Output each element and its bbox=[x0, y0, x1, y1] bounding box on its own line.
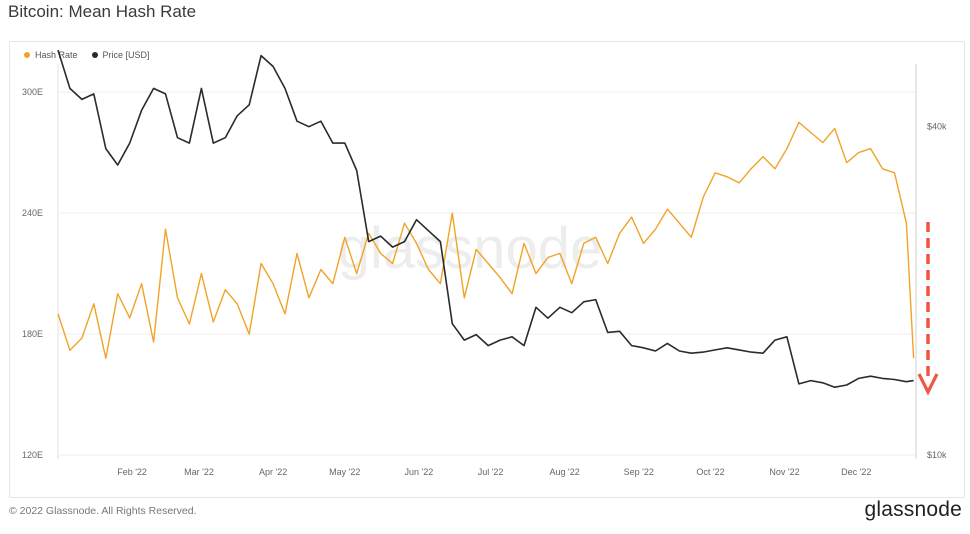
series-lines bbox=[57, 49, 915, 389]
x-tick-label: Feb '22 bbox=[117, 467, 147, 477]
series-line-price bbox=[57, 49, 914, 389]
legend-marker-hash-rate bbox=[24, 52, 30, 58]
series-line-hash-rate bbox=[57, 121, 915, 359]
legend-label-hash-rate: Hash Rate bbox=[35, 50, 78, 60]
chart-title: Bitcoin: Mean Hash Rate bbox=[8, 2, 197, 21]
y-left-tick-label: 240E bbox=[22, 208, 43, 218]
chart-frame bbox=[9, 41, 965, 498]
x-tick-label: Jul '22 bbox=[478, 467, 504, 477]
grid-lines bbox=[58, 91, 916, 456]
x-tick-label: Apr '22 bbox=[259, 467, 287, 477]
x-tick-label: Oct '22 bbox=[696, 467, 724, 477]
x-tick-label: Mar '22 bbox=[184, 467, 214, 477]
watermark-text: glassnode bbox=[338, 216, 602, 281]
legend-marker-price bbox=[91, 52, 98, 58]
x-tick-label: Jun '22 bbox=[405, 467, 434, 477]
x-tick-label: Dec '22 bbox=[841, 467, 871, 477]
y-right-tick-label: $40k bbox=[927, 122, 947, 132]
legend-label-price: Price [USD] bbox=[102, 50, 150, 60]
arrow-head-icon bbox=[917, 373, 939, 396]
x-tick-label: May '22 bbox=[329, 467, 360, 477]
axes: 120E 180E 240E 300E $10k $40k Feb '22 Mar '22 Ap… bbox=[22, 64, 947, 477]
y-left-tick-label: 120E bbox=[22, 450, 43, 460]
brand-logo[interactable]: glassnode bbox=[864, 498, 962, 521]
copyright-footer: © 2022 Glassnode. All Rights Reserved. bbox=[9, 505, 197, 517]
y-left-tick-label: 180E bbox=[22, 329, 43, 339]
legend-item-price[interactable]: Price [USD] bbox=[91, 50, 150, 60]
chart-legend: Hash Rate Price [USD] bbox=[24, 50, 150, 60]
legend-item-hash-rate[interactable]: Hash Rate bbox=[24, 50, 78, 60]
annotation-arrow bbox=[917, 222, 939, 396]
x-tick-label: Aug '22 bbox=[550, 467, 580, 477]
x-tick-label: Sep '22 bbox=[624, 467, 654, 477]
y-right-tick-label: $10k bbox=[927, 450, 947, 460]
x-tick-label: Nov '22 bbox=[769, 467, 799, 477]
y-left-tick-label: 300E bbox=[22, 87, 43, 97]
